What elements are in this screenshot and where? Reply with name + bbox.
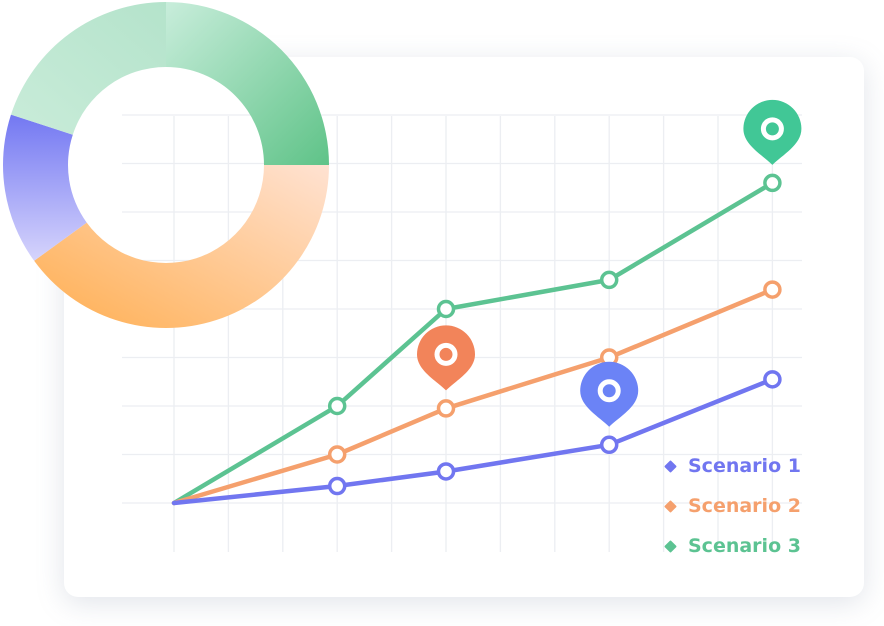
location-pin-icon [417,325,475,391]
location-pins [417,99,802,427]
data-point-scenario-2 [327,445,347,464]
donut-slice-4 [10,2,167,135]
data-point-scenario-1 [599,435,619,455]
legend-marker-scenario-3 [664,539,677,553]
location-pin-hole [760,117,784,141]
data-point-scenario-2 [763,280,782,299]
legend: Scenario 1 Scenario 2 Scenario 3 [662,446,801,566]
donut-slice-3 [2,114,87,261]
data-point-scenario-3 [436,299,456,319]
data-point-scenario-3 [763,173,782,193]
line-series [171,173,782,506]
donut-slice-1 [166,2,329,165]
location-pin-body [743,99,802,165]
legend-item-scenario-1: Scenario 1 [662,446,801,486]
data-point-scenario-1 [763,370,782,389]
legend-item-scenario-3: Scenario 3 [662,526,801,566]
chart-card [64,57,864,597]
legend-item-scenario-2: Scenario 2 [662,486,801,526]
data-point-scenario-2 [436,399,456,418]
legend-label-scenario-1: Scenario 1 [688,455,801,477]
data-point-scenario-3 [599,270,619,290]
legend-label-scenario-2: Scenario 2 [688,495,801,517]
data-point-scenario-1 [436,462,456,481]
location-pin-body [417,325,475,391]
location-pin-hole [597,379,621,403]
location-pin-body [580,361,639,427]
location-pin-icon [580,361,639,427]
legend-label-scenario-3: Scenario 3 [688,535,801,557]
donut-chart [2,2,330,328]
legend-marker-scenario-1 [664,459,677,473]
data-point-scenario-3 [327,396,347,416]
location-pin-hole [434,342,458,366]
location-pin-icon [743,99,802,165]
donut-slice-2 [34,165,330,328]
data-point-scenario-1 [327,476,347,496]
legend-marker-scenario-2 [664,499,677,513]
